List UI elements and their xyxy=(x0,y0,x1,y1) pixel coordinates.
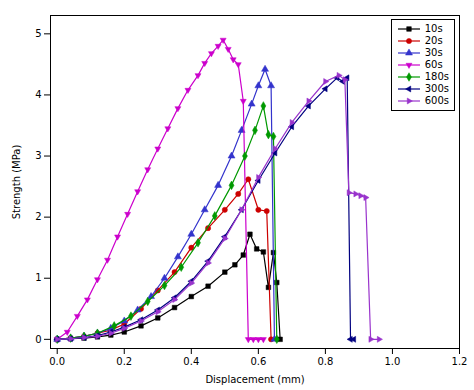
svg-text:0.6: 0.6 xyxy=(250,356,266,367)
svg-text:Displacement (mm): Displacement (mm) xyxy=(205,374,304,385)
svg-text:3: 3 xyxy=(35,150,41,161)
svg-text:2: 2 xyxy=(35,211,41,222)
svg-text:1.0: 1.0 xyxy=(384,356,400,367)
svg-text:1: 1 xyxy=(35,272,41,283)
svg-text:5: 5 xyxy=(35,28,41,39)
svg-text:0.2: 0.2 xyxy=(116,356,132,367)
html-text:300s: 300s xyxy=(424,83,449,94)
html-text:30s: 30s xyxy=(424,47,443,58)
html-text:600s: 600s xyxy=(424,95,449,106)
html-text:180s: 180s xyxy=(424,71,449,82)
svg-text:0.8: 0.8 xyxy=(317,356,333,367)
svg-text:4: 4 xyxy=(35,89,41,100)
html-text:20s: 20s xyxy=(424,35,443,46)
svg-text:0.0: 0.0 xyxy=(49,356,65,367)
svg-text:0.4: 0.4 xyxy=(183,356,199,367)
svg-text:0: 0 xyxy=(35,334,41,345)
svg-text:Strength (MPa): Strength (MPa) xyxy=(11,145,22,220)
svg-text:1.2: 1.2 xyxy=(452,356,468,367)
html-text:60s: 60s xyxy=(424,59,443,70)
html-text:10s: 10s xyxy=(424,23,443,34)
